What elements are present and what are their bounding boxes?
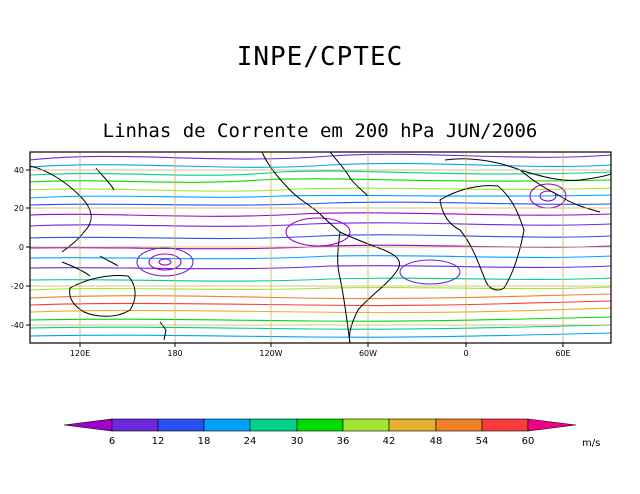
- grid: [30, 152, 611, 343]
- colorbar-label: 60: [522, 436, 535, 447]
- colorbar-segment: [435, 418, 483, 432]
- lon-label: 60E: [555, 349, 570, 358]
- colorbar-segment: [63, 418, 113, 432]
- colorbar-segment: [481, 418, 529, 432]
- colorbar-segment: [249, 418, 298, 432]
- colorbar-segment: [527, 418, 577, 432]
- coastlines: [30, 152, 611, 343]
- colorbar-segment: [342, 418, 390, 432]
- lon-label: 120W: [259, 349, 282, 358]
- colorbar-segment: [203, 418, 251, 432]
- colorbar-label: 6: [109, 436, 115, 447]
- colorbar-label: 18: [198, 436, 211, 447]
- colorbar-label: 48: [430, 436, 443, 447]
- colorbar-label: 24: [244, 436, 257, 447]
- lon-label: 60W: [359, 349, 377, 358]
- colorbar-label: 36: [337, 436, 350, 447]
- colorbar-unit: m/s: [582, 438, 600, 449]
- colorbar-label: 30: [291, 436, 304, 447]
- lon-label: 0: [463, 349, 468, 358]
- lat-label: 20: [14, 204, 24, 213]
- lat-label: -20: [11, 282, 24, 291]
- lat-label: 40: [14, 166, 24, 175]
- colorbar-label: 54: [476, 436, 489, 447]
- map-subtitle: Linhas de Corrente em 200 hPa JUN/2006: [102, 120, 538, 142]
- lat-label: 0: [19, 243, 24, 252]
- lon-label: 120E: [70, 349, 90, 358]
- lat-label: -40: [11, 321, 24, 330]
- colorbar-segment: [388, 418, 437, 432]
- colorbar-label: 12: [152, 436, 165, 447]
- colorbar-segment: [157, 418, 205, 432]
- colorbar: 6 12 18 24 30 36 42 48 54 60 m/s: [63, 418, 600, 449]
- colorbar-segment: [296, 418, 344, 432]
- page-title: INPE/CPTEC: [236, 42, 404, 72]
- streamlines: [30, 153, 611, 338]
- colorbar-segment: [111, 418, 159, 432]
- lon-label: 180: [167, 349, 182, 358]
- colorbar-label: 42: [383, 436, 396, 447]
